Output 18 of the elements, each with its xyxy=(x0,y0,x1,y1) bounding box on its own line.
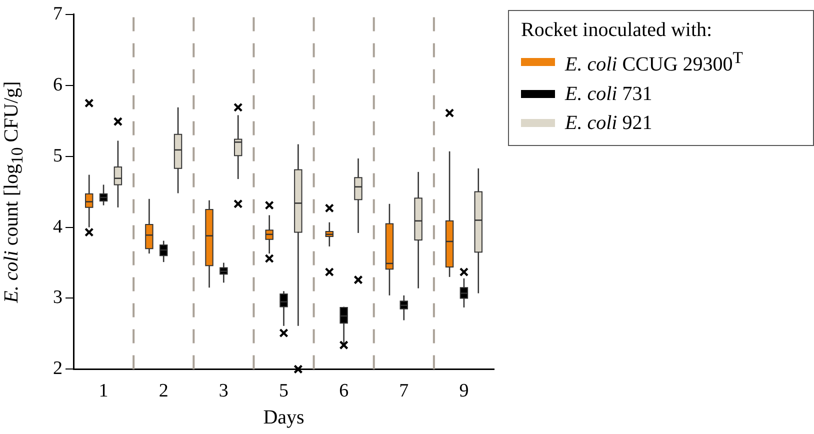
y-tick-label: 2 xyxy=(53,358,62,380)
y-tick-label: 6 xyxy=(53,74,62,96)
legend-title: Rocket inoculated with: xyxy=(521,19,714,42)
legend-label: E. coli 921 xyxy=(565,112,652,135)
y-tick-label: 5 xyxy=(53,145,62,166)
x-tick-label: 1 xyxy=(98,380,108,402)
x-tick-label: 9 xyxy=(459,380,469,402)
x-axis-title: Days xyxy=(263,406,305,428)
x-tick-label: 6 xyxy=(339,380,349,402)
y-tick-label: 3 xyxy=(53,287,62,308)
x-tick-label: 7 xyxy=(399,380,409,402)
x-tick-label: 2 xyxy=(158,380,168,402)
x-tick-label: 3 xyxy=(218,380,228,402)
y-tick-label: 4 xyxy=(53,216,63,238)
legend-label: E. coli CCUG 29300$^{T}$ xyxy=(565,48,743,77)
legend-label: E. coli 731 xyxy=(565,82,652,106)
x-tick-label: 5 xyxy=(279,380,288,402)
y-tick-label: 7 xyxy=(53,3,62,24)
